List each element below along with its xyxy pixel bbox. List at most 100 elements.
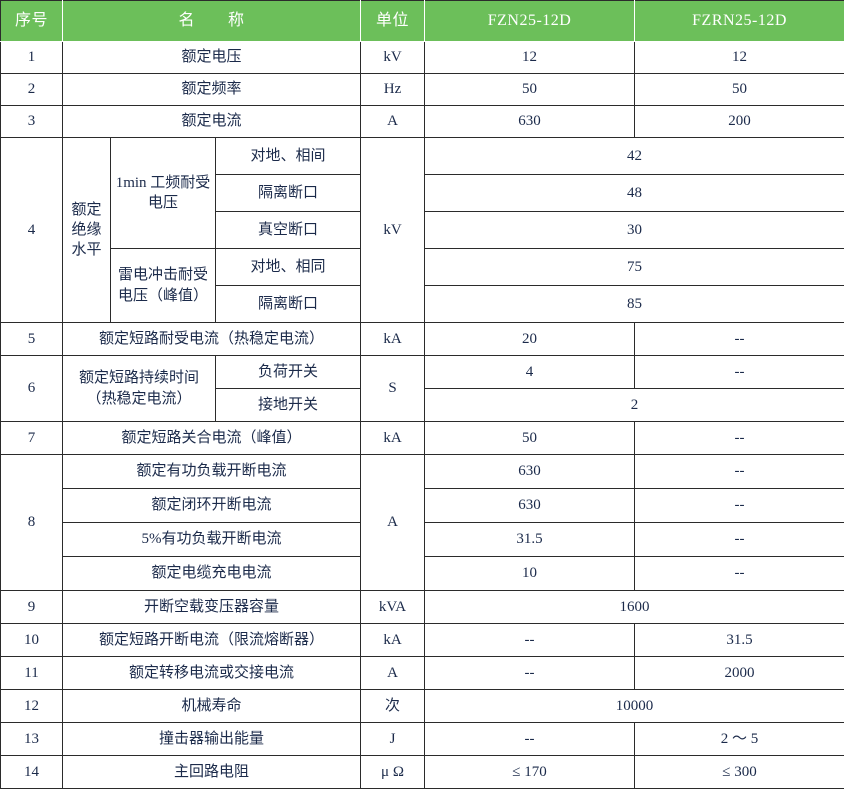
row-value-both: 30 — [424, 211, 844, 249]
row-value-model-a: -- — [424, 623, 636, 657]
row-value-both: 1600 — [424, 590, 844, 624]
row-subgroup-label: 雷电冲击耐受电压（峰值） — [110, 248, 216, 323]
row-unit: 次 — [360, 689, 426, 723]
row-value-both: 2 — [424, 388, 844, 422]
header-model-b: FZRN25-12D — [634, 0, 844, 42]
row-value-model-b: -- — [634, 556, 844, 591]
row-name: 额定电压 — [61, 41, 362, 74]
row-item-label: 负荷开关 — [214, 355, 362, 389]
row-name: 额定短路开断电流（限流熔断器） — [61, 623, 362, 657]
row-value-both: 85 — [424, 285, 844, 323]
table-row: 9 开断空载变压器容量 kVA 1600 — [0, 590, 844, 624]
row-name: 额定频率 — [61, 73, 362, 106]
table-row: 隔离断口 48 — [1, 174, 844, 212]
row-value-model-a: 12 — [424, 41, 636, 74]
row-unit: kA — [360, 421, 426, 455]
row-unit: A — [360, 454, 426, 591]
row-value-model-b: 31.5 — [634, 623, 844, 657]
row-value-model-b: -- — [634, 522, 844, 557]
row-value-model-b: -- — [634, 454, 844, 489]
row-item-label: 真空断口 — [214, 211, 362, 249]
table-row: 6 额定短路持续时间（热稳定电流） 负荷开关 S 4 -- — [0, 355, 844, 422]
table-row: 12 机械寿命 次 10000 — [0, 689, 844, 723]
row-value-model-b: 12 — [634, 41, 844, 74]
row-index: 5 — [0, 322, 63, 356]
row-value-model-a: 10 — [424, 556, 636, 591]
row-name: 额定绝缘水平 — [62, 137, 111, 323]
row-item-label: 隔离断口 — [214, 285, 362, 323]
header-name: 名 称 — [61, 0, 362, 42]
row-value-model-a: 630 — [424, 488, 636, 523]
header-index: 序号 — [0, 0, 63, 42]
row-value-both: 42 — [424, 137, 844, 175]
row-unit: kA — [360, 322, 426, 356]
row-value-model-a: ≤ 170 — [424, 755, 636, 789]
row-index: 2 — [0, 73, 63, 106]
row-item-label: 接地开关 — [214, 388, 362, 422]
row-unit: kV — [360, 41, 426, 74]
header-unit: 单位 — [360, 0, 426, 42]
row-value-model-b: 2 ～ 5 — [634, 722, 844, 756]
row-value-model-b: -- — [634, 322, 844, 356]
table-header-row: 序号 名 称 单位 FZN25-12D FZRN25-12D — [0, 0, 844, 42]
row-value-model-a: 630 — [424, 105, 636, 138]
table-row: 10 额定短路开断电流（限流熔断器） kA -- 31.5 — [0, 623, 844, 657]
row-value-both: 10000 — [424, 689, 844, 723]
row-value-model-b: -- — [634, 421, 844, 455]
row-value-model-a: 50 — [424, 421, 636, 455]
table-row: 13 撞击器输出能量 J -- 2 ～ 5 — [0, 722, 844, 756]
row-unit: kA — [360, 623, 426, 657]
row-unit: Hz — [360, 73, 426, 106]
table-row: 3 额定电流 A 630 200 — [0, 105, 844, 138]
table-row: 雷电冲击耐受电压（峰值） 对地、相同 75 — [1, 248, 844, 323]
table-row: 真空断口 30 — [1, 211, 844, 249]
table-row: 1 额定电压 kV 12 12 — [0, 41, 844, 74]
row-value-model-a: 31.5 — [424, 522, 636, 557]
row-item-label: 对地、相同 — [214, 248, 362, 286]
table-row: 接地开关 2 — [1, 388, 844, 422]
row-name: 额定短路关合电流（峰值） — [61, 421, 362, 455]
row-value-model-a: 630 — [424, 454, 636, 489]
row-index: 3 — [0, 105, 63, 138]
row-item-label: 额定有功负载开断电流 — [61, 454, 362, 489]
row-item-label: 额定闭环开断电流 — [61, 488, 362, 523]
row-value-model-a: -- — [424, 656, 636, 690]
row-name: 额定电流 — [61, 105, 362, 138]
row-unit: kV — [360, 137, 426, 323]
row-item-label: 隔离断口 — [214, 174, 362, 212]
row-name: 额定转移电流或交接电流 — [61, 656, 362, 690]
row-index: 7 — [0, 421, 63, 455]
row-value-both: 75 — [424, 248, 844, 286]
row-index: 1 — [0, 41, 63, 74]
row-index: 13 — [0, 722, 63, 756]
row-name: 开断空载变压器容量 — [61, 590, 362, 624]
row-name: 撞击器输出能量 — [61, 722, 362, 756]
table-row: 11 额定转移电流或交接电流 A -- 2000 — [0, 656, 844, 690]
row-subgroup-label: 1min 工频耐受电压 — [110, 137, 216, 249]
row-item-label: 额定电缆充电电流 — [61, 556, 362, 591]
row-unit: A — [360, 656, 426, 690]
table-row: 8 额定有功负载开断电流 A 630 -- — [0, 454, 844, 591]
row-value-model-a: -- — [424, 722, 636, 756]
row-value-model-b: -- — [634, 488, 844, 523]
row-item-label: 5%有功负载开断电流 — [61, 522, 362, 557]
table-row: 7 额定短路关合电流（峰值） kA 50 -- — [0, 421, 844, 455]
row-index: 6 — [0, 355, 63, 422]
table-row: 5%有功负载开断电流 31.5 -- — [1, 522, 844, 557]
row-name: 机械寿命 — [61, 689, 362, 723]
row-index: 8 — [0, 454, 63, 591]
table-row: 4 额定绝缘水平 1min 工频耐受电压 对地、相间 kV 42 — [0, 137, 844, 323]
row-index: 12 — [0, 689, 63, 723]
row-name: 额定短路耐受电流（热稳定电流） — [61, 322, 362, 356]
row-name: 主回路电阻 — [61, 755, 362, 789]
row-unit: A — [360, 105, 426, 138]
row-value-model-b: 200 — [634, 105, 844, 138]
header-model-a: FZN25-12D — [424, 0, 636, 42]
table-row: 14 主回路电阻 μ Ω ≤ 170 ≤ 300 — [0, 755, 844, 789]
table-row: 2 额定频率 Hz 50 50 — [0, 73, 844, 106]
table-row: 5 额定短路耐受电流（热稳定电流） kA 20 -- — [0, 322, 844, 356]
row-item-label: 对地、相间 — [214, 137, 362, 175]
row-value-model-b: -- — [634, 355, 844, 389]
table-row: 额定闭环开断电流 630 -- — [1, 488, 844, 523]
row-unit: S — [360, 355, 426, 422]
